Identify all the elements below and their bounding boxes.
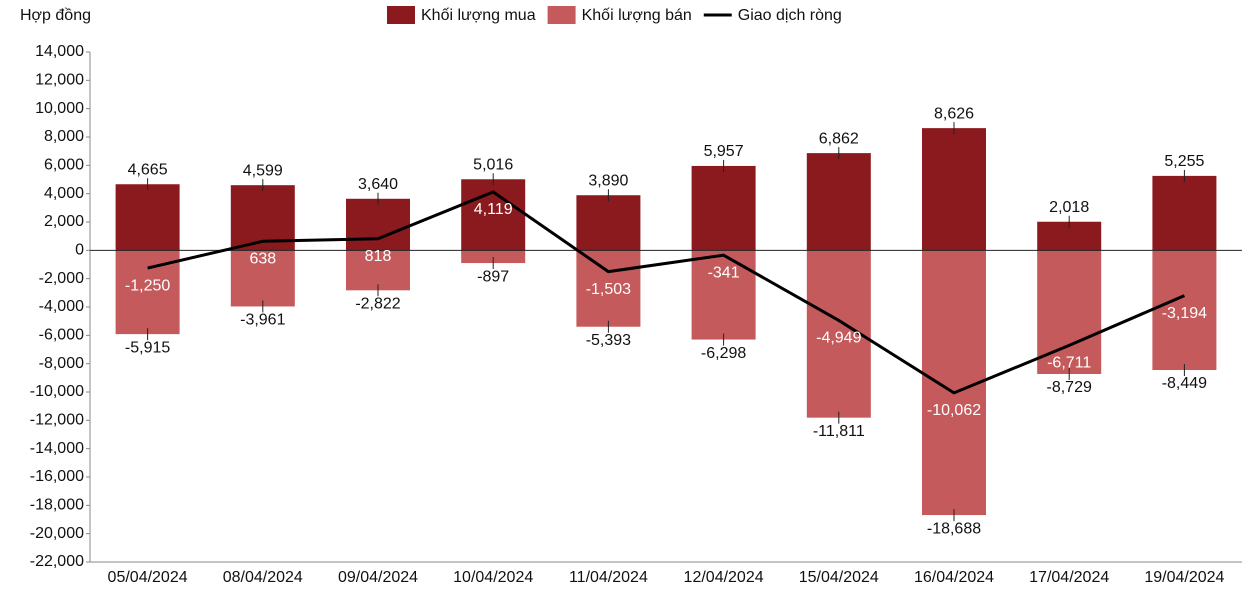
net-label: -6,711 [1047,355,1091,372]
x-tick-label: 19/04/2024 [1144,569,1224,586]
legend-label: Khối lượng mua [421,7,536,24]
y-tick-label: -12,000 [30,412,84,429]
net-label: -10,062 [927,402,981,419]
y-tick-label: -20,000 [30,525,84,542]
y-tick-label: 12,000 [35,72,84,89]
net-label: -4,949 [816,330,861,347]
net-label: 818 [365,248,392,265]
x-tick-label: 17/04/2024 [1029,569,1109,586]
y-tick-label: 10,000 [35,100,84,117]
y-tick-label: -16,000 [30,468,84,485]
x-tick-label: 08/04/2024 [223,569,303,586]
data-label: -11,811 [813,423,865,440]
data-label: 3,640 [358,176,398,193]
data-label: 3,890 [588,172,628,189]
y-tick-label: -10,000 [30,383,84,400]
data-label: -6,298 [701,345,746,362]
data-label: 5,255 [1164,153,1204,170]
y-tick-label: 4,000 [44,185,84,202]
bar [576,195,641,251]
bar [346,198,410,251]
data-label: 8,626 [934,105,974,122]
data-label: 4,599 [243,162,283,179]
y-tick-label: -6,000 [39,327,84,344]
y-tick-label: -2,000 [39,270,84,287]
bar [576,250,641,327]
x-tick-label: 11/04/2024 [569,569,648,586]
data-label: -8,449 [1162,375,1207,392]
x-tick-label: 12/04/2024 [684,569,764,586]
x-tick-label: 05/04/2024 [108,569,188,586]
net-label: 4,119 [474,201,513,218]
bar [461,250,526,264]
data-label: -5,915 [125,339,170,356]
data-label: -2,822 [355,296,400,313]
bar [115,184,180,251]
bar [1152,175,1217,251]
bar [806,153,871,251]
y-tick-label: -18,000 [30,497,84,514]
y-tick-label: -22,000 [30,553,84,570]
net-label: -1,503 [586,281,631,298]
net-label: -3,194 [1162,305,1207,322]
bar [691,250,756,340]
bar [922,128,986,251]
x-tick-label: 10/04/2024 [453,569,533,586]
y-tick-label: 0 [75,242,84,259]
y-axis-title: Hợp đồng [20,7,91,24]
y-tick-label: 6,000 [44,157,84,174]
legend-label: Khối lượng bán [582,7,692,24]
data-label: 6,862 [819,130,859,147]
data-label: 4,665 [128,161,168,178]
y-tick-label: 8,000 [44,128,84,145]
data-label: -18,688 [927,520,981,537]
bar [1152,250,1217,371]
data-label: 5,957 [704,143,744,160]
bar [346,250,410,291]
legend-swatch [547,6,576,24]
x-tick-label: 09/04/2024 [338,569,418,586]
data-label: 2,018 [1049,199,1089,216]
net-label: -341 [708,264,740,281]
legend-label: Giao dịch ròng [738,7,842,24]
y-tick-label: -14,000 [30,440,84,457]
data-label: -5,393 [586,332,631,349]
data-label: -897 [477,268,509,285]
net-label: -1,250 [125,277,170,294]
y-tick-label: -4,000 [39,298,84,315]
y-tick-label: -8,000 [39,355,84,372]
x-tick-label: 16/04/2024 [914,569,994,586]
data-label: -3,961 [240,312,285,329]
net-line [147,190,1185,395]
y-tick-label: 2,000 [44,213,84,230]
data-label: 5,016 [473,156,513,173]
bar [691,165,756,251]
legend-swatch [387,6,415,24]
x-tick-label: 15/04/2024 [799,569,879,586]
net-label: 638 [249,251,276,268]
bar [230,250,295,307]
y-tick-label: 14,000 [35,43,84,60]
data-label: -8,729 [1047,379,1092,396]
